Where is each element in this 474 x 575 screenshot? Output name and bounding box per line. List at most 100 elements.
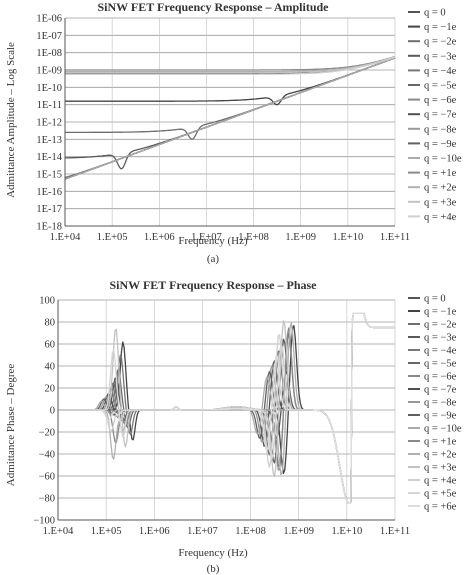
amplitude-chart: SiNW FET Frequency Response – Amplitude … <box>5 0 462 265</box>
amplitude-gridlines <box>64 17 396 227</box>
amplitude-legend-entry: q = 0 <box>424 8 446 19</box>
amplitude-x-tick-label: 1.E+06 <box>144 232 175 243</box>
phase-y-tick-label: 80 <box>45 318 56 329</box>
phase-chart: SiNW FET Frequency Response – Phase −100… <box>5 278 462 575</box>
amplitude-y-axis-label: Admittance Amplitude – Log Scale <box>5 42 17 198</box>
amplitude-x-tick-label: 1.E+10 <box>332 232 363 243</box>
amplitude-legend-entry: q = +2e <box>424 183 457 194</box>
amplitude-x-tick-label: 1.E+07 <box>191 232 222 243</box>
amplitude-legend-entry: q = −9e <box>424 139 457 150</box>
amplitude-legend-entry: q = −8e <box>424 124 457 135</box>
phase-legend-entry: q = +5e <box>424 489 457 500</box>
phase-x-tick-label: 1.E+09 <box>283 526 314 537</box>
amplitude-legend-entry: q = +3e <box>424 197 457 208</box>
phase-x-tick-label: 1.E+10 <box>331 526 362 537</box>
amplitude-series-q-0 <box>65 56 396 75</box>
amplitude-legend-entry: q = −3e <box>424 51 457 62</box>
amplitude-x-tick-labels: 1.E+04 1.E+05 1.E+06 1.E+07 1.E+08 1.E+09 1.E+… <box>50 232 411 243</box>
phase-legend-entry: q = +1e <box>424 437 457 448</box>
amplitude-legend-entry: q = −7e <box>424 110 457 121</box>
phase-legend: q = 0 q = −1e q = −2e q = −3e q = −4e q = −5e… <box>408 294 462 513</box>
amplitude-y-tick-label: 1E-11 <box>37 100 62 111</box>
phase-x-tick-label: 1.E+05 <box>91 526 122 537</box>
amplitude-axes <box>64 18 395 227</box>
phase-legend-entry: q = −3e <box>424 333 457 344</box>
phase-y-tick-label: −100 <box>33 516 55 527</box>
phase-chart-title: SiNW FET Frequency Response – Phase <box>109 278 317 292</box>
amplitude-series-q-10e <box>64 57 396 180</box>
phase-y-tick-labels: −100 −80 −60 −40 −20 0 20 40 60 80 100 <box>33 296 55 527</box>
amplitude-y-tick-labels: 1E-18 1E-17 1E-16 1E-15 1E-14 1E-13 1E-12 1E-11… <box>36 14 62 233</box>
phase-legend-entry: q = −8e <box>424 398 457 409</box>
phase-x-tick-label: 1.E+07 <box>187 526 218 537</box>
phase-legend-entry: q = −7e <box>424 385 457 396</box>
phase-legend-entry: q = −1e <box>424 307 457 318</box>
amplitude-legend-entry: q = −5e <box>424 81 457 92</box>
amplitude-y-tick-label: 1E-16 <box>36 187 62 198</box>
amplitude-series-q-1e <box>65 57 396 106</box>
phase-legend-entry: q = −4e <box>424 346 457 357</box>
phase-legend-entry: q = −6e <box>424 372 457 383</box>
phase-legend-entry: q = +3e <box>424 463 457 474</box>
phase-x-tick-label: 1.E+11 <box>380 526 410 537</box>
amplitude-x-axis-label: Frequency (Hz) <box>178 235 248 247</box>
phase-legend-entry: q = +2e <box>424 450 457 461</box>
phase-series-q-plus6e <box>58 312 395 505</box>
amplitude-chart-title: SiNW FET Frequency Response – Amplitude <box>97 0 329 14</box>
amplitude-y-tick-label: 1E-06 <box>36 14 62 25</box>
phase-x-axis-label: Frequency (Hz) <box>178 547 248 559</box>
amplitude-x-tick-label: 1.E+05 <box>97 232 128 243</box>
amplitude-legend: q = 0 q = −1e q = −2e q = −3e q = −4e q = −5e… <box>408 8 462 223</box>
amplitude-series-q-plus4e <box>65 56 396 75</box>
amplitude-x-tick-label: 1.E+09 <box>285 232 316 243</box>
phase-y-tick-label: −40 <box>39 450 55 461</box>
phase-series-group <box>58 312 395 505</box>
amplitude-x-tick-label: 1.E+04 <box>50 232 81 243</box>
amplitude-series-q-plus3e <box>65 56 396 74</box>
amplitude-series-group <box>64 55 396 180</box>
amplitude-legend-entry: q = −6e <box>424 95 457 106</box>
phase-y-tick-label: −60 <box>39 472 55 483</box>
amplitude-legend-entry: q = −10e <box>424 154 462 165</box>
amplitude-y-tick-label: 1E-18 <box>36 222 62 233</box>
amplitude-y-tick-label: 1E-15 <box>36 170 62 181</box>
phase-y-tick-label: 40 <box>45 362 56 373</box>
amplitude-y-tick-label: 1E-17 <box>36 204 62 215</box>
phase-legend-entry: q = −10e <box>424 424 462 435</box>
phase-legend-entry: q = 0 <box>424 294 446 305</box>
phase-legend-entry: q = +4e <box>424 476 457 487</box>
amplitude-legend-entry: q = −1e <box>424 22 457 33</box>
amplitude-y-tick-label: 1E-09 <box>36 66 62 77</box>
phase-legend-entry: q = −9e <box>424 411 457 422</box>
phase-legend-entry: q = −2e <box>424 320 457 331</box>
amplitude-caption: (a) <box>207 253 220 265</box>
phase-y-tick-label: 100 <box>39 296 55 307</box>
phase-axes <box>57 300 395 521</box>
phase-y-tick-label: 60 <box>45 340 56 351</box>
amplitude-y-tick-label: 1E-12 <box>36 118 62 129</box>
phase-legend-entry: q = +6e <box>424 502 457 513</box>
phase-y-tick-label: −80 <box>39 494 55 505</box>
phase-x-tick-label: 1.E+06 <box>139 526 170 537</box>
amplitude-y-tick-label: 1E-14 <box>36 152 62 163</box>
phase-y-tick-label: 0 <box>50 406 55 417</box>
phase-legend-entry: q = −5e <box>424 359 457 370</box>
phase-x-tick-label: 1.E+08 <box>235 526 266 537</box>
amplitude-x-tick-label: 1.E+08 <box>238 232 269 243</box>
amplitude-y-tick-label: 1E-10 <box>36 83 62 94</box>
amplitude-legend-entry: q = +4e <box>424 212 457 223</box>
amplitude-x-tick-label: 1.E+11 <box>380 232 410 243</box>
phase-x-tick-label: 1.E+04 <box>43 526 74 537</box>
amplitude-legend-entry: q = +1e <box>424 168 457 179</box>
amplitude-legend-entry: q = −2e <box>424 37 457 48</box>
amplitude-y-tick-label: 1E-07 <box>36 31 62 42</box>
amplitude-series-q-plus1e <box>65 55 396 71</box>
amplitude-y-tick-label: 1E-13 <box>36 135 62 146</box>
phase-x-tick-labels: 1.E+04 1.E+05 1.E+06 1.E+07 1.E+08 1.E+09 1.E+… <box>43 526 411 537</box>
phase-y-tick-label: −20 <box>39 428 55 439</box>
phase-caption: (b) <box>207 563 220 575</box>
phase-y-axis-label: Admittance Phase – Degree <box>5 364 17 487</box>
phase-y-tick-label: 20 <box>45 384 56 395</box>
amplitude-legend-entry: q = −4e <box>424 66 457 77</box>
